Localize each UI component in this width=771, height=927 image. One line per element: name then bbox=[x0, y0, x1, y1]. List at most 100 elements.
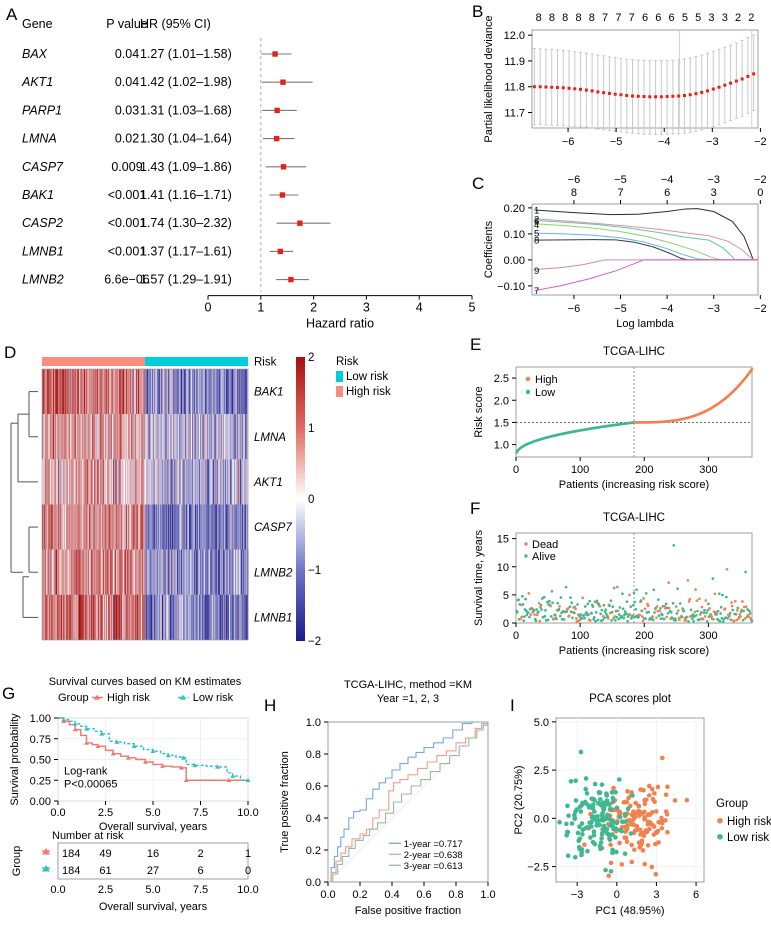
panelB-top-count: 6 bbox=[655, 12, 661, 24]
risk-table-xtick: 7.5 bbox=[193, 884, 208, 896]
panelH-ylabel: True positive fraction bbox=[279, 751, 291, 853]
panelE-title: TCGA-LIHC bbox=[603, 346, 665, 358]
panelG-ytick: 0.00 bbox=[30, 796, 51, 808]
panelB-ytick: 11.8 bbox=[504, 82, 525, 94]
panelH-xtick: 0.6 bbox=[416, 889, 431, 901]
panel-d-heatmap: D Risk BAK1 LMNA AKT1 CASP7 LMNB2 LMNB1 2 1 0 −1 −2… bbox=[0, 333, 470, 668]
panelB-top-count: 2 bbox=[735, 12, 741, 24]
panelB-ylabel: Partial likelihood deviance bbox=[483, 15, 495, 142]
panelG-xlabel: Overall survival, years bbox=[99, 821, 208, 833]
panelC-curve-label: 7 bbox=[534, 286, 539, 297]
panelG-legend-item: Low risk bbox=[193, 692, 234, 704]
forest-hr-ci: 1.31 (1.03–1.68) bbox=[140, 103, 232, 117]
panelC-curve-label: 8 bbox=[534, 236, 539, 247]
panelI-xtick: 6 bbox=[693, 889, 699, 901]
panelE-xlabel: Patients (increasing risk score) bbox=[559, 479, 709, 491]
forest-hr-ci: 1.43 (1.09–1.86) bbox=[140, 160, 232, 174]
forest-gene-label: LMNB2 bbox=[22, 273, 64, 287]
risk-table-count: 0 bbox=[245, 865, 251, 877]
panelF-ytick: 15 bbox=[497, 534, 509, 546]
forest-pvalue: 0.009 bbox=[111, 160, 142, 174]
panelE-ytick: 1.5 bbox=[494, 417, 509, 429]
panelE-ylabel: Risk score bbox=[473, 386, 485, 437]
panel-d-letter: D bbox=[4, 343, 17, 362]
panelC-top-xtick: −6 bbox=[568, 174, 581, 186]
panelB-top-count: 5 bbox=[695, 12, 701, 24]
panelC-top-count: 3 bbox=[711, 187, 717, 199]
forest-pvalue: 0.04 bbox=[115, 47, 139, 61]
risk-legend-title: Risk bbox=[336, 356, 359, 368]
panelB-top-count: 7 bbox=[602, 12, 608, 24]
forest-hr-ci: 1.74 (1.30–2.32) bbox=[140, 216, 232, 230]
forest-gene-label: PARP1 bbox=[22, 103, 62, 117]
risk-table-count: 1 bbox=[245, 848, 251, 860]
panelB-top-count: 8 bbox=[536, 12, 542, 24]
panelC-curve-label: 9 bbox=[534, 266, 539, 277]
forest-xtick: 2 bbox=[310, 301, 317, 315]
panelC-top-count: 7 bbox=[617, 187, 623, 199]
panelF-legend-item: Alive bbox=[532, 551, 556, 563]
panelI-legend-item: High risk bbox=[727, 816, 771, 828]
panelC-ylabel: Coefficients bbox=[483, 220, 495, 278]
panelI-title: PCA scores plot bbox=[589, 693, 672, 705]
panelC-xtick: −3 bbox=[707, 303, 720, 315]
risk-table-count: 16 bbox=[147, 848, 159, 860]
panelF-ytick: 0 bbox=[503, 618, 509, 630]
panelI-xtick: 0 bbox=[614, 889, 620, 901]
panelF-title: TCGA-LIHC bbox=[603, 512, 665, 524]
panelC-top-xtick: −2 bbox=[754, 174, 767, 186]
risk-table-xtick: 5.0 bbox=[145, 884, 160, 896]
panelG-ytick: 0.50 bbox=[30, 755, 51, 767]
panelB-top-count: 7 bbox=[629, 12, 635, 24]
panelB-top-count: 3 bbox=[708, 12, 714, 24]
panel-c-lasso-coefficients: C 0.20 0.10 0.00 −0.10 −6 −6 8 −5 −5 7 −4 −4 6 −3 −3 3−… bbox=[470, 160, 771, 335]
panelH-xtick: 0.2 bbox=[352, 889, 367, 901]
panelB-top-count: 5 bbox=[682, 12, 688, 24]
heatmap-gene-label: AKT1 bbox=[253, 477, 283, 489]
risk-table-count: 6 bbox=[197, 865, 203, 877]
panelC-ytick: −0.10 bbox=[497, 281, 525, 293]
panelI-legend-item: Low risk bbox=[727, 832, 769, 844]
panel-f-survival-time: F TCGA-LIHC 15 10 5 0 0 100 200 300 Survival time… bbox=[468, 497, 771, 669]
forest-gene-label: BAX bbox=[22, 47, 48, 61]
heatmap-gene-label: LMNB1 bbox=[254, 612, 292, 624]
panel-b-cv-deviance: B 12.0 11.9 11.8 11.7 −6 −5 −4 −3 −2 Partial like… bbox=[470, 0, 771, 165]
panelC-top-xtick: −5 bbox=[614, 174, 627, 186]
panelG-ytick: 1.00 bbox=[30, 713, 51, 725]
forest-pvalue: <0.001 bbox=[108, 188, 147, 202]
risk-legend-item: High risk bbox=[346, 386, 391, 398]
panelC-top-xtick: −4 bbox=[661, 174, 674, 186]
panelF-ytick: 5 bbox=[503, 590, 509, 602]
forest-pvalue: 0.03 bbox=[115, 103, 139, 117]
panelI-ytick: 0.0 bbox=[534, 813, 549, 825]
forest-gene-label: CASP7 bbox=[22, 160, 64, 174]
panelH-xtick: 0.8 bbox=[448, 889, 463, 901]
panelC-ytick: 0.10 bbox=[504, 229, 525, 241]
risk-table-title: Number at risk bbox=[52, 830, 124, 842]
panelC-xtick: −6 bbox=[568, 303, 581, 315]
panelC-top-xtick: −3 bbox=[707, 174, 720, 186]
panelG-xtick: 7.5 bbox=[193, 807, 208, 819]
panelB-top-count: 3 bbox=[722, 12, 728, 24]
panelH-legend-item: 1-year =0.717 bbox=[404, 839, 463, 850]
panel-e-risk-score: E TCGA-LIHC 2.5 2.0 1.5 1.0 0 100 200 300 Risk sc… bbox=[468, 333, 771, 498]
panelH-legend-item: 2-year =0.638 bbox=[404, 850, 463, 861]
panelC-curve-label: 5 bbox=[534, 229, 539, 240]
panelC-xtick: −2 bbox=[754, 303, 767, 315]
risk-table-count: 184 bbox=[62, 865, 80, 877]
panelG-ytick: 0.25 bbox=[30, 775, 51, 787]
panelH-ytick: 0.8 bbox=[306, 749, 321, 761]
panelB-xtick: −3 bbox=[706, 136, 719, 148]
panelG-legend-item: High risk bbox=[107, 692, 150, 704]
panelF-xtick: 200 bbox=[635, 630, 653, 642]
panel-e-letter: E bbox=[470, 335, 482, 354]
panelC-xtick: −5 bbox=[614, 303, 627, 315]
panelH-ytick: 1.0 bbox=[306, 717, 321, 729]
panelH-title-line1: TCGA-LIHC, method =KM bbox=[344, 679, 472, 691]
panelC-ytick: 0.20 bbox=[504, 203, 525, 215]
forest-xtick: 5 bbox=[469, 301, 476, 315]
risk-table-ylabel: Group bbox=[11, 846, 23, 877]
forest-xtick: 4 bbox=[416, 301, 423, 315]
risk-table-xlabel: Overall survival, years bbox=[99, 901, 208, 913]
heatmap-gene-label: LMNB2 bbox=[254, 567, 293, 579]
